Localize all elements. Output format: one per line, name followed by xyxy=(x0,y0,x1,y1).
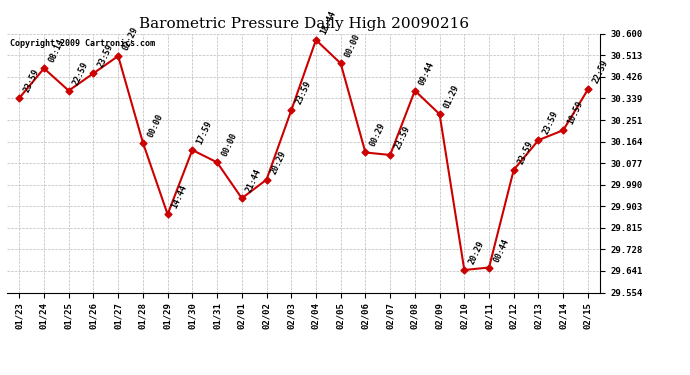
Point xyxy=(236,195,247,201)
Point xyxy=(88,70,99,76)
Point xyxy=(261,177,272,183)
Text: 17:59: 17:59 xyxy=(195,119,214,146)
Point xyxy=(137,140,148,146)
Point xyxy=(187,147,198,153)
Text: 01:29: 01:29 xyxy=(442,84,461,110)
Point xyxy=(112,53,124,59)
Point xyxy=(39,65,50,71)
Point xyxy=(360,150,371,156)
Text: 23:59: 23:59 xyxy=(541,110,560,136)
Text: 00:00: 00:00 xyxy=(220,132,239,158)
Point xyxy=(162,211,173,217)
Text: 00:00: 00:00 xyxy=(146,112,164,138)
Text: 23:59: 23:59 xyxy=(393,124,412,151)
Text: 23:59: 23:59 xyxy=(517,139,535,166)
Text: 23:59: 23:59 xyxy=(96,43,115,69)
Text: 09:44: 09:44 xyxy=(417,60,436,87)
Text: 08:14: 08:14 xyxy=(47,38,66,64)
Text: 23:59: 23:59 xyxy=(22,68,41,94)
Text: 22:59: 22:59 xyxy=(591,59,609,85)
Point xyxy=(384,152,395,158)
Point xyxy=(310,37,322,43)
Text: 22:59: 22:59 xyxy=(72,60,90,87)
Text: 18:44: 18:44 xyxy=(319,9,337,36)
Point xyxy=(409,88,420,94)
Text: 21:44: 21:44 xyxy=(244,168,264,194)
Point xyxy=(558,127,569,133)
Title: Barometric Pressure Daily High 20090216: Barometric Pressure Daily High 20090216 xyxy=(139,17,469,31)
Text: 23:59: 23:59 xyxy=(294,80,313,106)
Point xyxy=(434,111,445,117)
Point xyxy=(533,137,544,143)
Text: 10:59: 10:59 xyxy=(566,100,584,126)
Text: 20:29: 20:29 xyxy=(467,239,486,266)
Point xyxy=(459,267,470,273)
Text: 14:44: 14:44 xyxy=(170,184,189,210)
Text: Copyright 2009 Cartronics.com: Copyright 2009 Cartronics.com xyxy=(10,39,155,48)
Text: 02:29: 02:29 xyxy=(121,26,139,52)
Point xyxy=(63,88,75,94)
Text: 00:29: 00:29 xyxy=(368,122,387,148)
Point xyxy=(286,107,297,113)
Point xyxy=(335,60,346,66)
Text: 00:44: 00:44 xyxy=(492,237,511,263)
Point xyxy=(212,159,223,165)
Point xyxy=(509,167,520,173)
Point xyxy=(484,264,495,270)
Point xyxy=(582,86,593,92)
Text: 00:00: 00:00 xyxy=(344,33,362,59)
Text: 20:29: 20:29 xyxy=(269,149,288,176)
Point xyxy=(14,95,25,101)
